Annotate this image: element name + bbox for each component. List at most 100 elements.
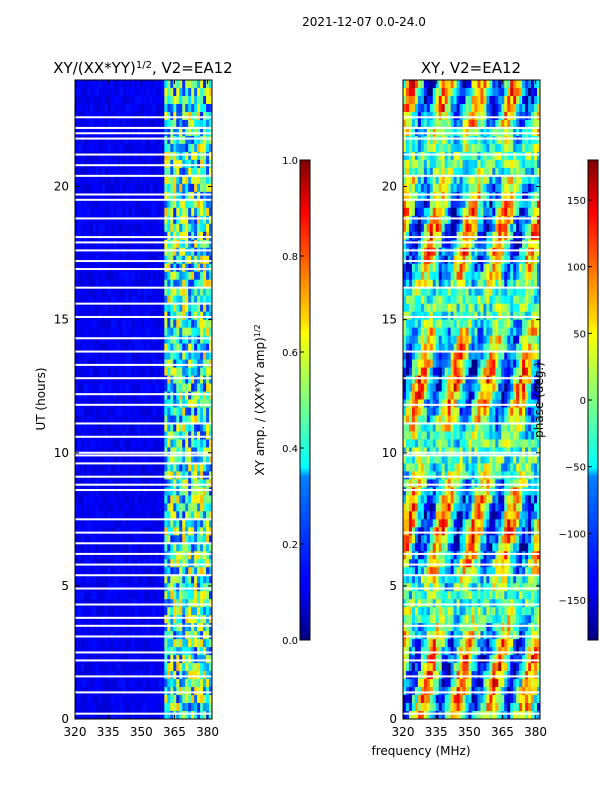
heatmap-cell [185, 263, 189, 273]
heatmap-cell [131, 231, 136, 241]
heatmap-cell [200, 159, 204, 169]
heatmap-cell [206, 367, 210, 377]
heatmap-cell [441, 80, 446, 89]
heatmap-cell [89, 615, 94, 624]
heatmap-cell [137, 543, 142, 552]
heatmap-cell [140, 343, 145, 353]
heatmap-cell [98, 423, 103, 433]
heatmap-cell [92, 223, 97, 233]
heatmap-cell [146, 639, 151, 648]
heatmap-cell [152, 607, 157, 616]
heatmap-cell [113, 479, 118, 488]
heatmap-cell [206, 551, 210, 560]
heatmap-cell [122, 135, 127, 145]
heatmap-cell [432, 175, 437, 185]
heatmap-cell [143, 279, 148, 289]
heatmap-cell [101, 303, 106, 313]
heatmap-cell [92, 599, 97, 608]
heatmap-cell [146, 303, 151, 313]
heatmap-cell [420, 135, 425, 145]
heatmap-cell [167, 215, 171, 225]
heatmap-cell [75, 671, 79, 680]
heatmap-cell [116, 407, 121, 417]
heatmap-cell [209, 159, 212, 169]
gap-row [75, 422, 212, 425]
heatmap-cell [128, 455, 133, 464]
heatmap-cell [92, 623, 97, 632]
heatmap-cell [107, 695, 112, 704]
heatmap-cell [179, 351, 183, 361]
heatmap-cell [170, 583, 174, 592]
heatmap-cell [152, 487, 157, 496]
heatmap-cell [203, 287, 207, 297]
heatmap-cell [188, 671, 192, 680]
heatmap-cell [86, 415, 91, 425]
heatmap-cell [143, 103, 148, 113]
heatmap-cell [77, 119, 82, 129]
heatmap-cell [125, 655, 130, 664]
heatmap-cell [143, 319, 148, 329]
heatmap-cell [164, 255, 168, 265]
heatmap-cell [119, 495, 124, 504]
heatmap-cell [429, 151, 434, 161]
heatmap-cell [182, 399, 186, 409]
heatmap-cell [155, 559, 159, 568]
heatmap-cell [435, 327, 440, 337]
heatmap-cell [209, 263, 212, 273]
heatmap-cell [432, 159, 437, 169]
heatmap-cell [158, 127, 162, 137]
heatmap-cell [203, 191, 207, 201]
heatmap-cell [149, 599, 154, 608]
heatmap-cell [170, 135, 174, 145]
heatmap-cell [95, 399, 100, 409]
gap-row [75, 691, 212, 694]
heatmap-cell [134, 80, 139, 89]
heatmap-cell [75, 575, 79, 584]
heatmap-cell [403, 135, 407, 145]
heatmap-cell [104, 335, 109, 345]
heatmap-cell [122, 591, 127, 600]
heatmap-cell [417, 527, 422, 536]
gap-row [75, 153, 212, 156]
heatmap-cell [173, 279, 177, 289]
heatmap-cell [134, 447, 139, 457]
heatmap-cell [110, 375, 115, 385]
gap-row [75, 712, 212, 715]
heatmap-cell [444, 199, 449, 209]
heatmap-cell [149, 175, 154, 185]
heatmap-cell [170, 447, 174, 457]
heatmap-cell [134, 239, 139, 249]
heatmap-cell [182, 343, 186, 353]
heatmap-cell [143, 287, 148, 297]
heatmap-cell [152, 375, 157, 385]
heatmap-cell [206, 615, 210, 624]
heatmap-cell [176, 335, 180, 345]
heatmap-cell [92, 607, 97, 616]
heatmap-cell [152, 287, 157, 297]
heatmap-cell [116, 295, 121, 305]
heatmap-cell [197, 255, 201, 265]
heatmap-cell [104, 359, 109, 369]
heatmap-cell [125, 679, 130, 688]
heatmap-cell [89, 423, 94, 433]
heatmap-cell [423, 447, 428, 457]
heatmap-cell [128, 335, 133, 345]
heatmap-cell [110, 351, 115, 361]
heatmap-cell [206, 559, 210, 568]
heatmap-cell [414, 263, 419, 273]
heatmap-cell [140, 303, 145, 313]
heatmap-cell [429, 431, 434, 441]
heatmap-cell [423, 391, 428, 401]
heatmap-cell [170, 95, 174, 105]
heatmap-cell [188, 455, 192, 464]
heatmap-cell [80, 623, 85, 632]
heatmap-cell [98, 463, 103, 472]
heatmap-cell [158, 471, 162, 480]
heatmap-cell [122, 607, 127, 616]
heatmap-cell [107, 167, 112, 177]
heatmap-cell [432, 607, 437, 616]
heatmap-cell [447, 95, 452, 105]
heatmap-cell [408, 519, 413, 528]
heatmap-cell [80, 519, 85, 528]
heatmap-cell [432, 191, 437, 201]
